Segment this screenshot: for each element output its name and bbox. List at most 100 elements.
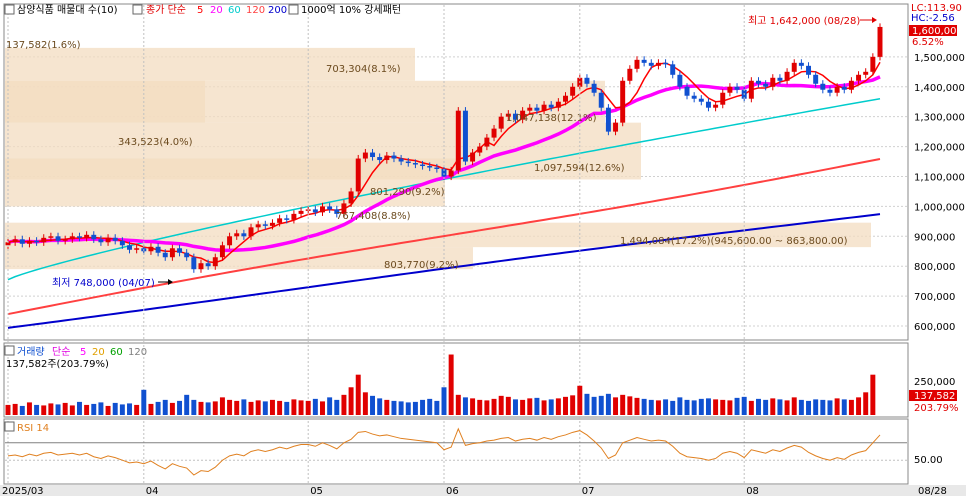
candle-body — [563, 95, 568, 102]
candle-body — [698, 98, 704, 102]
candle-body — [234, 233, 240, 237]
x-tick-label: 07 — [582, 486, 595, 496]
volume-current: 137,582주(203.79%) — [6, 359, 109, 370]
rsi-panel[interactable] — [3, 418, 909, 485]
volume-label: 거래량 — [17, 346, 45, 358]
profile-toggle[interactable] — [288, 4, 299, 15]
volume-bar — [198, 401, 204, 415]
volume-ma-120: 120 — [128, 347, 147, 358]
volume-bar — [162, 399, 168, 415]
volume-bar — [241, 399, 247, 415]
volume-ma-label: 단순 — [52, 346, 70, 358]
volume-bar — [791, 397, 797, 415]
volume-bar — [512, 399, 518, 415]
y-tick-label: 1,100,000 — [914, 172, 965, 183]
profile-value: 1,097,594(12.6%) — [534, 163, 625, 174]
volume-bar — [827, 400, 833, 415]
candle-body — [605, 107, 611, 132]
y-axis: 600,000 700,000 800,000 900,000 1,000,000 1,1… — [914, 53, 965, 333]
volume-bar — [384, 399, 390, 415]
y-tick-label: 600,000 — [914, 322, 955, 333]
candle-body — [420, 164, 426, 167]
volume-bar — [76, 401, 82, 415]
volume-bar — [305, 400, 311, 415]
volume-last-box — [909, 390, 957, 401]
candle-body — [784, 71, 790, 81]
volume-bar — [234, 400, 240, 415]
candle-body — [155, 246, 161, 253]
ma-label: 종가 단순 — [146, 4, 186, 16]
volume-bar — [105, 405, 111, 415]
candle-body — [191, 257, 197, 270]
candle-body — [670, 64, 676, 75]
volume-bar — [505, 396, 511, 415]
candle-body — [584, 77, 590, 84]
candle-body — [505, 113, 511, 117]
profile-label: 1000억 10% 강세패턴 — [301, 4, 401, 16]
candle-body — [269, 222, 275, 226]
candle-body — [148, 246, 154, 252]
candle-body — [169, 248, 175, 258]
candle-body — [55, 236, 61, 241]
volume-bar — [127, 403, 132, 415]
volume-bar — [591, 396, 597, 415]
candle-body — [212, 257, 218, 267]
volume-bar — [548, 399, 554, 415]
volume-bar — [734, 397, 740, 415]
candle-body — [119, 240, 125, 246]
volume-bar — [269, 399, 275, 415]
candle-body — [127, 245, 132, 250]
candle-body — [177, 248, 183, 253]
candle-body — [327, 206, 333, 210]
ma-line-200 — [7, 213, 881, 329]
candle-body — [412, 163, 418, 165]
ma-toggle[interactable] — [132, 4, 143, 15]
candle-body — [227, 236, 233, 246]
header-legend: 삼양식품 매물대 수(10) 종가 단순 5 20 60 120 200 100… — [4, 4, 401, 16]
volume-bar — [684, 399, 690, 415]
candle-body — [362, 152, 368, 159]
volume-bar — [720, 399, 726, 415]
candle-body — [863, 71, 869, 75]
volume-bar — [377, 398, 383, 415]
rsi-toggle[interactable] — [4, 421, 15, 432]
collapse-toggle[interactable] — [4, 4, 15, 15]
candle-body — [434, 167, 440, 170]
x-tick-label: 04 — [146, 486, 159, 496]
candle-body — [19, 239, 25, 244]
candle-body — [41, 237, 47, 243]
volume-bar — [634, 397, 640, 415]
profile-value: 343,523(4.0%) — [118, 137, 193, 148]
volume-bar — [205, 402, 211, 415]
candle-body — [334, 209, 340, 214]
candle-body — [98, 239, 104, 243]
profile-band — [5, 47, 415, 81]
x-tick-label: 06 — [446, 486, 459, 496]
volume-bar — [520, 399, 526, 415]
candle-body — [76, 236, 82, 238]
y-tick-label: 800,000 — [914, 262, 955, 273]
candle-body — [734, 86, 740, 90]
volume-bar — [613, 397, 619, 415]
profile-value: 801,290(9.2%) — [370, 187, 445, 198]
volume-bar — [427, 398, 433, 415]
candle-body — [777, 77, 783, 81]
candle-body — [184, 252, 190, 258]
last-price-box — [909, 25, 957, 36]
volume-last: 137,582 — [914, 391, 955, 402]
candle-body — [284, 218, 290, 220]
candle-body — [384, 155, 390, 161]
candle-body — [548, 104, 554, 108]
y-tick-label: 700,000 — [914, 292, 955, 303]
volume-bar — [155, 401, 161, 415]
candle-body — [34, 240, 40, 243]
hc-value: HC:-2.56 — [911, 13, 955, 24]
volume-bar — [184, 394, 190, 415]
candle-body — [112, 237, 118, 241]
candle-body — [162, 252, 168, 258]
candle-body — [798, 62, 804, 66]
ma-5: 5 — [197, 5, 203, 16]
volume-toggle[interactable] — [4, 345, 15, 356]
volume-bar — [441, 387, 447, 415]
candle-body — [663, 62, 669, 65]
